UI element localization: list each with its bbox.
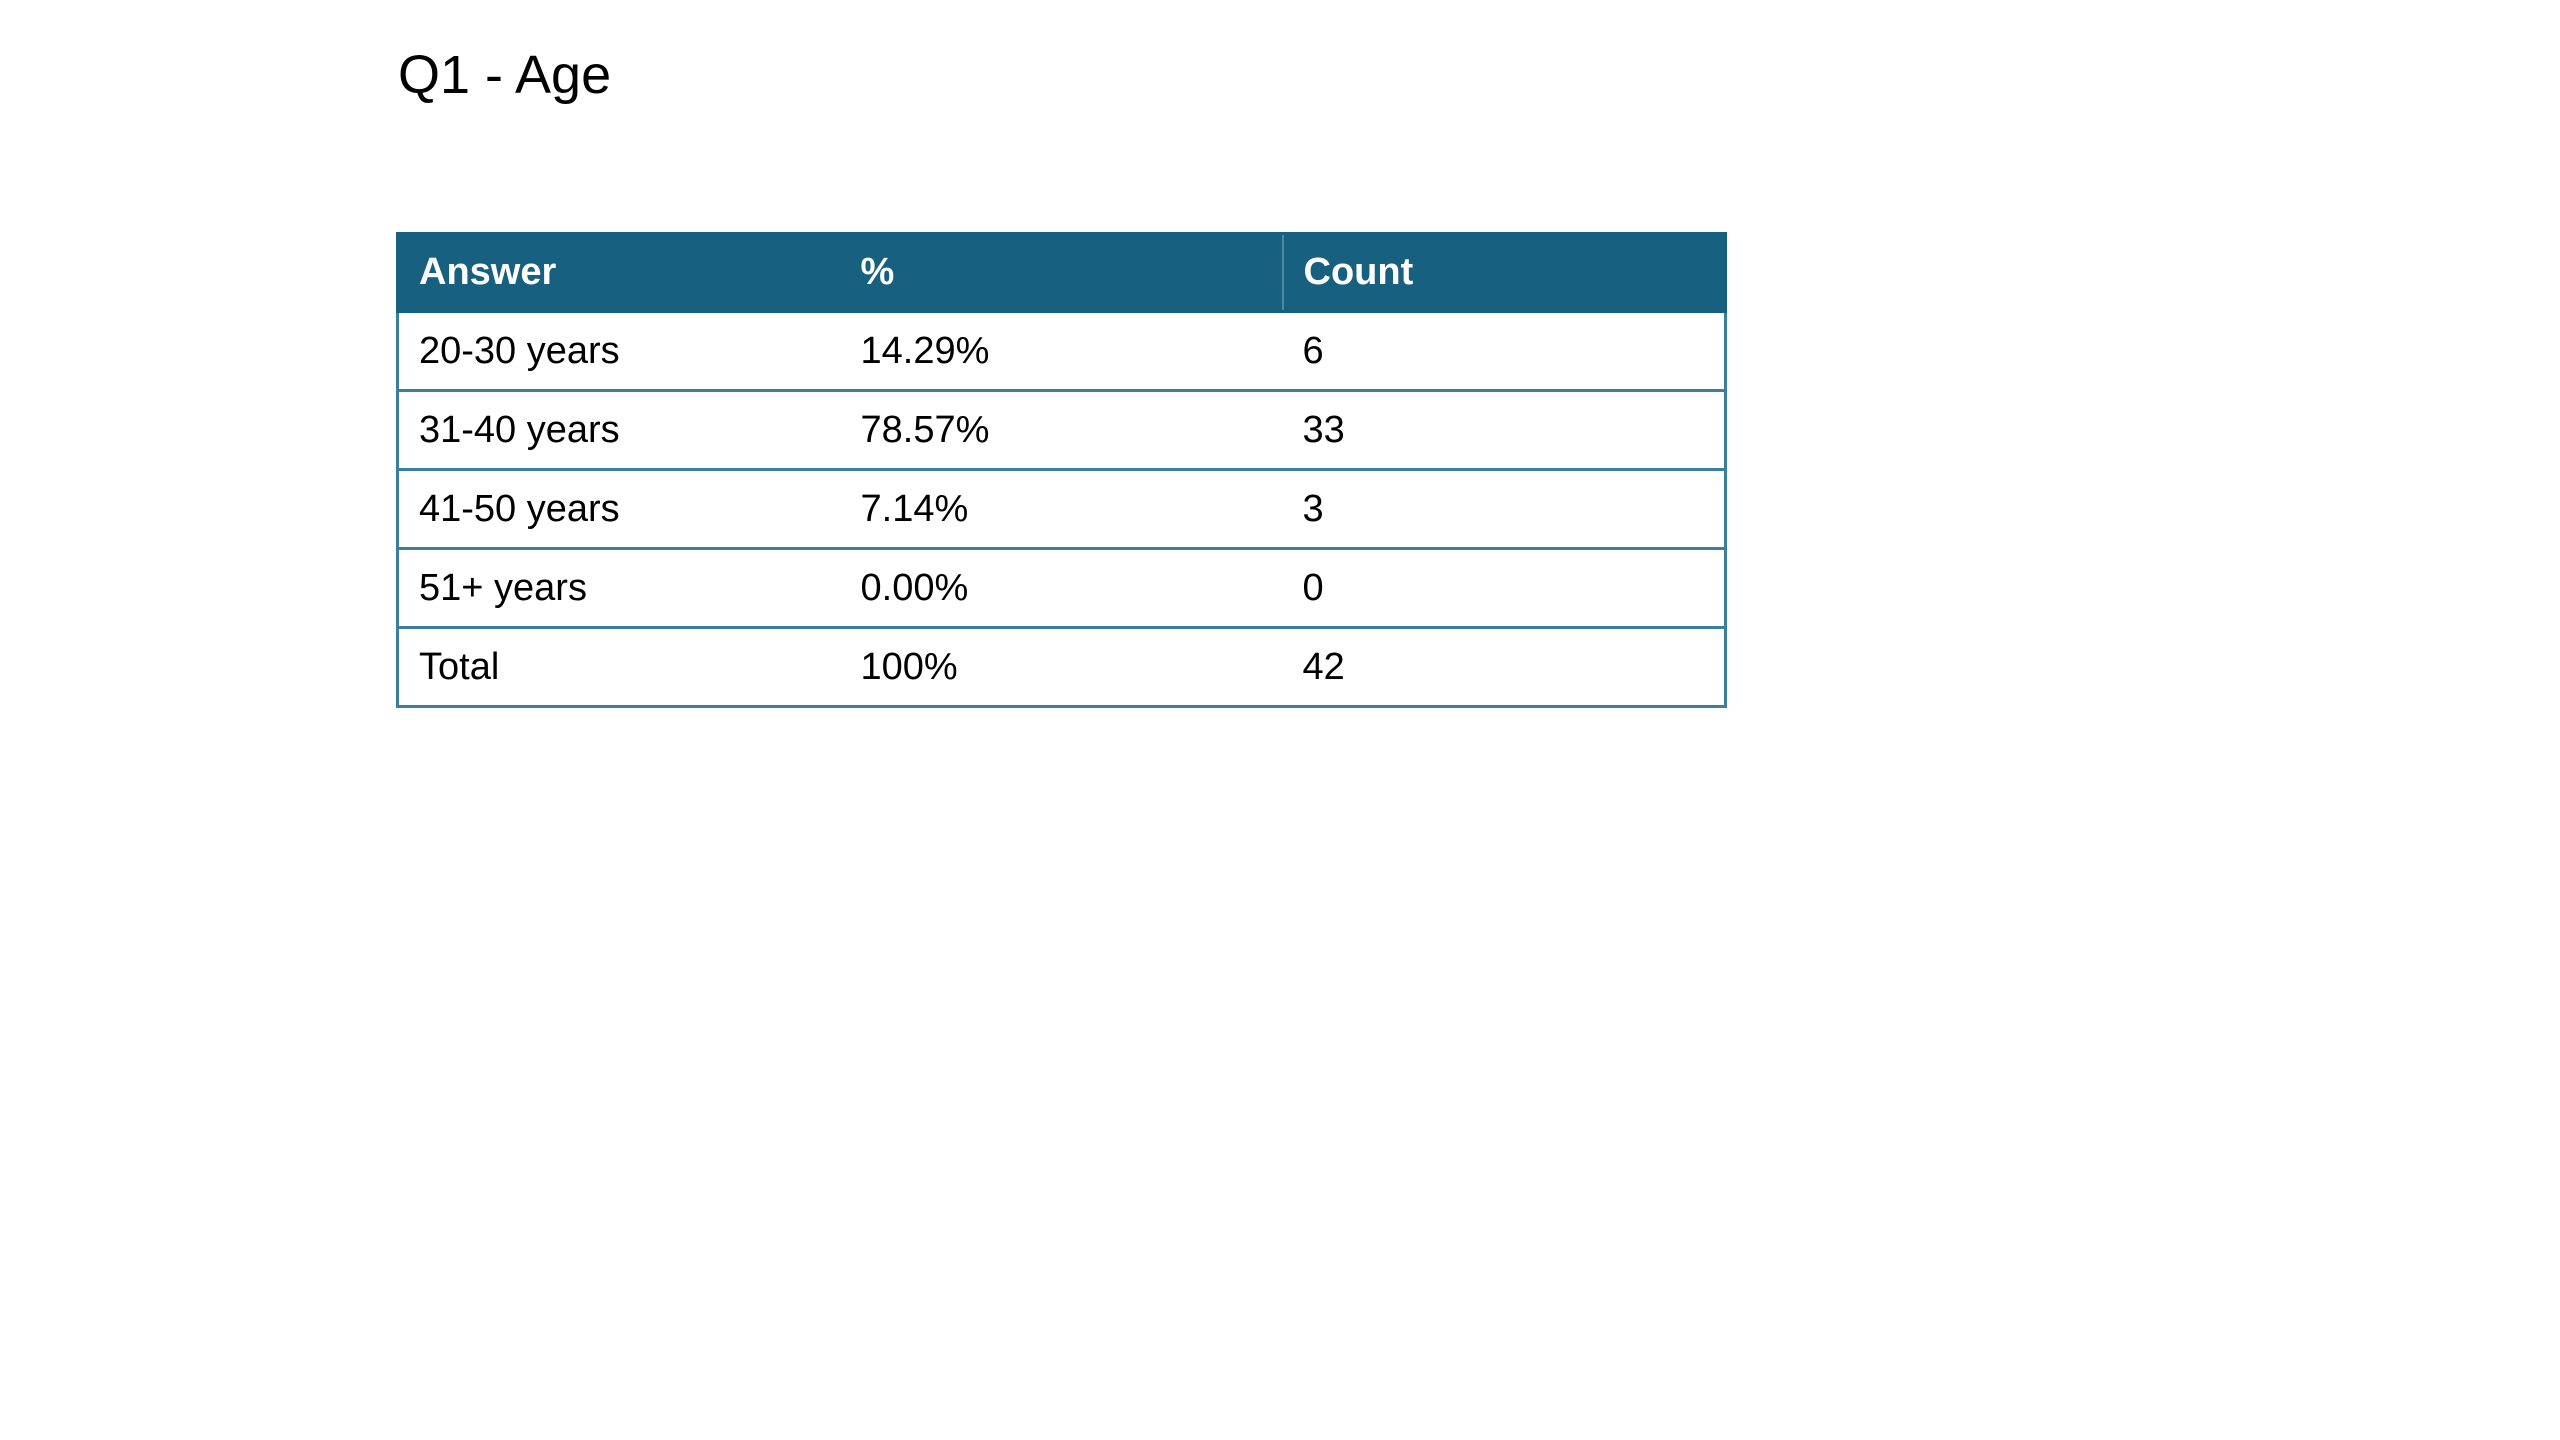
count-cell: 3 (1282, 469, 1727, 550)
table-header-row: Answer % Count (396, 232, 1727, 313)
count-cell: 42 (1282, 627, 1727, 708)
answer-cell: 51+ years (396, 548, 841, 629)
percent-cell: 78.57% (840, 390, 1283, 471)
count-cell: 0 (1282, 548, 1727, 629)
count-cell: 6 (1282, 311, 1727, 392)
table-row: 41-50 years 7.14% 3 (396, 469, 1727, 550)
table-row: 31-40 years 78.57% 33 (396, 390, 1727, 471)
column-header-answer: Answer (396, 232, 841, 313)
column-header-count: Count (1281, 232, 1727, 313)
table-row: 20-30 years 14.29% 6 (396, 311, 1727, 392)
column-header-percent: % (840, 232, 1283, 313)
table-row: 51+ years 0.00% 0 (396, 548, 1727, 629)
table-row-total: Total 100% 42 (396, 627, 1727, 708)
answer-cell: Total (396, 627, 841, 708)
results-table: Answer % Count 20-30 years 14.29% 6 31-4… (396, 232, 1727, 708)
answer-cell: 31-40 years (396, 390, 841, 471)
percent-cell: 7.14% (840, 469, 1283, 550)
percent-cell: 14.29% (840, 311, 1283, 392)
page-title: Q1 - Age (398, 45, 612, 105)
count-cell: 33 (1282, 390, 1727, 471)
answer-cell: 41-50 years (396, 469, 841, 550)
percent-cell: 0.00% (840, 548, 1283, 629)
answer-cell: 20-30 years (396, 311, 841, 392)
percent-cell: 100% (840, 627, 1283, 708)
